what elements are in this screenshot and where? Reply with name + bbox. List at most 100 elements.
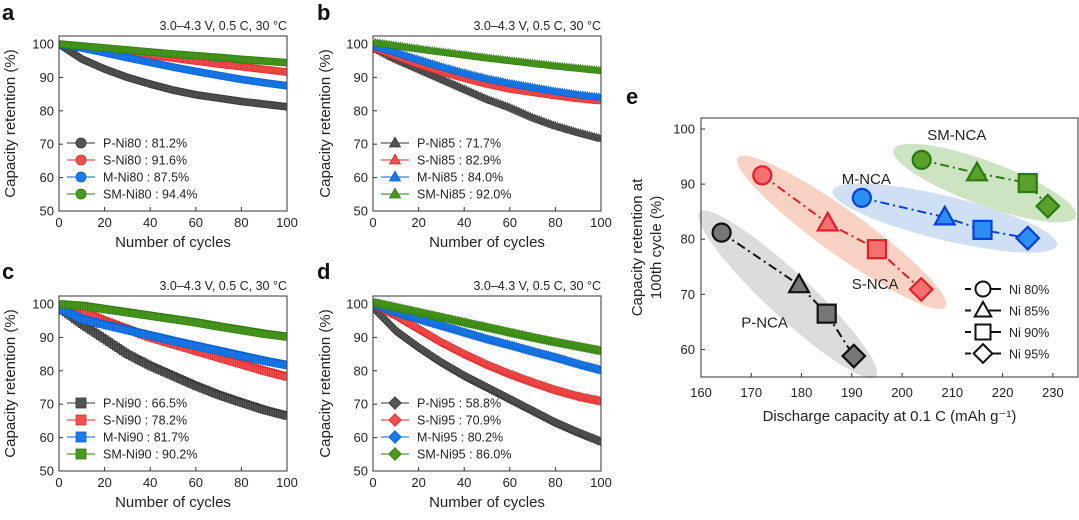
x-tick-label: 0 bbox=[55, 475, 62, 490]
panel-letter-b: b bbox=[317, 0, 330, 25]
legend-label: S-Ni95 : 70.9% bbox=[417, 414, 501, 428]
series-line-P bbox=[721, 231, 855, 357]
legend-marker bbox=[388, 136, 402, 148]
data-point bbox=[596, 92, 601, 101]
series-group bbox=[373, 37, 601, 142]
plot-frame bbox=[372, 35, 602, 212]
data-point-SM bbox=[1035, 193, 1061, 219]
plot-frame bbox=[700, 117, 1079, 378]
y-axis-label: Capacity retention (%) bbox=[317, 49, 334, 197]
data-point-M bbox=[1014, 225, 1041, 251]
y-tick-label: 100 bbox=[346, 37, 368, 52]
condition-label: 3.0–4.3 V, 0.5 C, 30 °C bbox=[473, 279, 601, 293]
data-point-S bbox=[752, 165, 773, 186]
x-tick-label: 60 bbox=[189, 475, 203, 490]
legend-label: P-Ni95 : 58.8% bbox=[417, 397, 501, 411]
legend-label: SM-Ni80 : 94.4% bbox=[103, 188, 197, 202]
series-line-SM bbox=[921, 158, 1049, 207]
y-tick-label: 50 bbox=[354, 204, 368, 219]
y-tick-label: 50 bbox=[40, 204, 54, 219]
legend-label: Ni 90% bbox=[1009, 326, 1049, 340]
legend-marker bbox=[388, 153, 402, 165]
data-point bbox=[596, 365, 601, 376]
legend-label: Ni 85% bbox=[1009, 305, 1049, 319]
x-tick-label: 100 bbox=[276, 475, 298, 490]
group-label: P-NCA bbox=[741, 314, 788, 331]
data-point-P bbox=[711, 222, 732, 243]
y-tick-label: 80 bbox=[40, 103, 54, 118]
data-point-S bbox=[866, 239, 888, 260]
x-tick-label: 0 bbox=[369, 215, 376, 230]
legend-marker bbox=[974, 323, 992, 341]
series-group bbox=[59, 40, 287, 111]
x-axis-label: Number of cycles bbox=[115, 234, 231, 251]
group-halo bbox=[893, 143, 1077, 223]
plot-frame bbox=[58, 295, 288, 472]
x-tick-label: 80 bbox=[234, 215, 248, 230]
y-tick-label: 70 bbox=[354, 397, 368, 412]
legend-marker bbox=[388, 187, 402, 199]
group-label: M-NCA bbox=[842, 171, 891, 188]
panel-letter-a: a bbox=[2, 0, 15, 25]
condition-label: 3.0–4.3 V, 0.5 C, 30 °C bbox=[159, 19, 287, 33]
x-tick-label: 40 bbox=[457, 215, 471, 230]
x-tick-label: 40 bbox=[143, 215, 157, 230]
legend-label: S-Ni85 : 82.9% bbox=[417, 154, 501, 168]
panel-e: 60 70 80 90 100 160 170 180 190 200 210 220 230 Disch… bbox=[629, 117, 1079, 425]
x-tick-label: 60 bbox=[503, 475, 517, 490]
x-tick-label: 220 bbox=[992, 385, 1014, 400]
condition-label: 3.0–4.3 V, 0.5 C, 30 °C bbox=[473, 19, 601, 33]
legend-marker bbox=[388, 413, 402, 427]
x-tick-label: 100 bbox=[590, 215, 612, 230]
y-tick-label: 90 bbox=[681, 177, 695, 192]
y-tick-label: 100 bbox=[346, 297, 368, 312]
x-tick-label: 180 bbox=[791, 385, 813, 400]
legend-label: S-Ni80 : 91.6% bbox=[103, 154, 187, 168]
y-tick-label: 70 bbox=[40, 397, 54, 412]
legend-marker bbox=[75, 154, 87, 166]
y-tick-label: 60 bbox=[681, 342, 695, 357]
series-P bbox=[59, 305, 287, 420]
legend-label: P-Ni90 : 66.5% bbox=[103, 397, 187, 411]
chart-layer: 3.0–4.3 V, 0.5 C, 30 °C 50 60 70 80 90 100 0 20 4… bbox=[2, 19, 1079, 511]
panel-d: 3.0–4.3 V, 0.5 C, 30 °C 50 60 70 80 90 100 0 20 4… bbox=[317, 279, 612, 511]
series-group bbox=[59, 300, 287, 420]
y-tick-label: 90 bbox=[354, 70, 368, 85]
x-tick-label: 60 bbox=[189, 215, 203, 230]
legend-marker bbox=[388, 396, 402, 410]
series-SM bbox=[373, 297, 601, 356]
legend-marker bbox=[388, 447, 402, 461]
data-point-M bbox=[851, 187, 872, 209]
legend-marker bbox=[973, 299, 993, 318]
condition-label: 3.0–4.3 V, 0.5 C, 30 °C bbox=[159, 279, 287, 293]
x-tick-label: 20 bbox=[411, 475, 425, 490]
x-axis-label: Number of cycles bbox=[429, 234, 545, 251]
y-tick-label: 80 bbox=[354, 363, 368, 378]
y-axis-label-line2: 100th cycle (%) bbox=[648, 196, 665, 299]
y-tick-label: 60 bbox=[354, 430, 368, 445]
x-axis-label: Discharge capacity at 0.1 C (mAh g⁻¹) bbox=[763, 408, 1017, 425]
legend-label: SM-Ni95 : 86.0% bbox=[417, 448, 511, 462]
x-tick-label: 200 bbox=[891, 385, 913, 400]
data-point-S bbox=[815, 210, 840, 232]
series-line-M bbox=[861, 196, 1028, 240]
legend-label: M-Ni85 : 84.0% bbox=[417, 171, 503, 185]
y-tick-label: 80 bbox=[40, 363, 54, 378]
x-tick-label: 20 bbox=[411, 215, 425, 230]
y-tick-label: 70 bbox=[40, 137, 54, 152]
x-tick-label: 170 bbox=[740, 385, 762, 400]
x-tick-label: 40 bbox=[457, 475, 471, 490]
x-tick-label: 80 bbox=[548, 215, 562, 230]
legend-label: Ni 95% bbox=[1009, 348, 1049, 362]
data-point bbox=[596, 133, 601, 142]
series-SM bbox=[59, 40, 287, 67]
series-P bbox=[373, 304, 601, 447]
panel-c: 3.0–4.3 V, 0.5 C, 30 °C 50 60 70 80 90 100 0 20 4… bbox=[2, 279, 298, 511]
y-tick-label: 100 bbox=[673, 122, 695, 137]
data-point-SM bbox=[1017, 172, 1038, 194]
data-point-S bbox=[908, 276, 934, 303]
legend-marker bbox=[75, 448, 87, 460]
legend-label: SM-Ni85 : 92.0% bbox=[417, 188, 511, 202]
y-tick-label: 80 bbox=[681, 232, 695, 247]
